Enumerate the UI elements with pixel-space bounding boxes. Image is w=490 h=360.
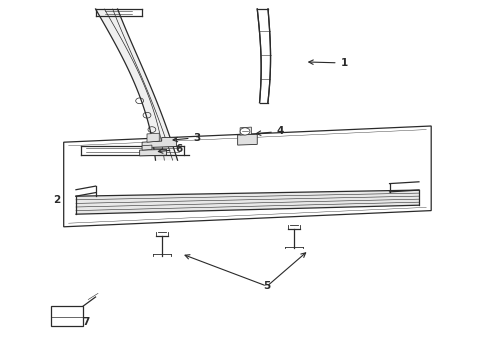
Text: 7: 7 xyxy=(82,317,90,327)
Text: 1: 1 xyxy=(309,58,348,68)
Polygon shape xyxy=(147,133,159,142)
Polygon shape xyxy=(140,149,167,156)
Polygon shape xyxy=(238,134,257,145)
Text: 6: 6 xyxy=(158,144,183,154)
Polygon shape xyxy=(96,9,177,160)
Polygon shape xyxy=(257,9,270,103)
Polygon shape xyxy=(76,190,419,214)
Text: 4: 4 xyxy=(256,126,284,136)
Circle shape xyxy=(240,128,250,135)
Polygon shape xyxy=(142,145,152,150)
Polygon shape xyxy=(64,126,431,227)
Text: 5: 5 xyxy=(264,281,270,291)
Polygon shape xyxy=(51,306,83,326)
Text: 3: 3 xyxy=(173,132,201,143)
Text: 2: 2 xyxy=(53,195,60,205)
Polygon shape xyxy=(240,127,251,135)
Polygon shape xyxy=(142,138,176,148)
